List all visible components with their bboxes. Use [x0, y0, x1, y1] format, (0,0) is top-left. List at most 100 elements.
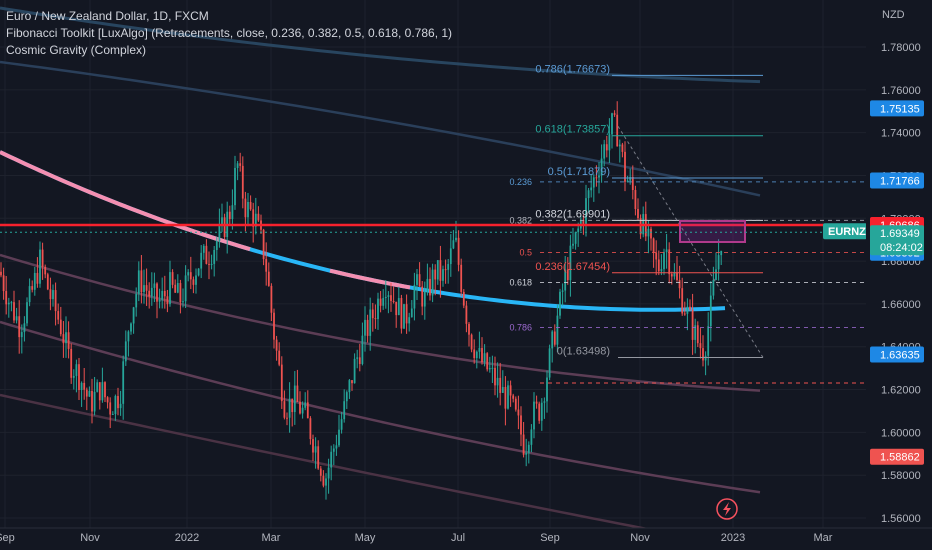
candle-body [611, 113, 613, 135]
cosmic-gravity-indicator-label[interactable]: Cosmic Gravity (Complex) [6, 43, 147, 57]
candle-body [275, 339, 278, 351]
candle-body [52, 290, 54, 300]
candle-body [423, 291, 426, 307]
candle-body [280, 364, 283, 402]
candle-body [111, 413, 114, 415]
fib-level-label: 0.5(1.71879) [548, 166, 610, 178]
candle-body [85, 389, 88, 397]
price-badge [870, 346, 924, 363]
candle-body [561, 290, 564, 292]
candle-body [395, 301, 398, 316]
candle-body [600, 158, 603, 176]
candle-body [605, 144, 608, 151]
candle-body [293, 385, 296, 413]
candle-body [161, 290, 164, 300]
candle-body [18, 316, 21, 338]
candle-body [249, 201, 252, 210]
fibonacci-levels: 0.786(1.76673) 0.618(1.73857) 0.5(1.71879)… [509, 63, 866, 384]
price-tick-label: 1.76000 [881, 85, 921, 97]
candle-body [527, 444, 530, 453]
price-axis[interactable]: NZD1.780001.760001.740001.720001.700001.… [866, 0, 932, 550]
candle-body [491, 367, 494, 369]
candle-body [143, 285, 145, 293]
candle-body [686, 306, 689, 314]
candle-body [439, 260, 442, 281]
candle-body [522, 434, 525, 455]
lightning-glyph [723, 502, 731, 516]
fib-level-label: 0(1.63498) [557, 345, 610, 357]
candle-body [624, 151, 626, 182]
candle-body [663, 252, 665, 270]
candle-body [634, 189, 637, 209]
candle-body [436, 260, 439, 280]
candle-body [496, 377, 499, 386]
candle-body [15, 316, 18, 321]
candle-body [665, 249, 668, 253]
candle-body [72, 375, 75, 378]
candle-body [78, 364, 80, 390]
candle-body [122, 361, 125, 404]
candle-body [265, 259, 268, 272]
candle-body [335, 445, 338, 449]
candle-body [681, 288, 684, 314]
fib-small-label: 0.618 [509, 278, 532, 288]
price-tick-label: 1.74000 [881, 128, 921, 140]
price-badge-label: 1.71766 [880, 175, 920, 187]
lightning-icon [716, 498, 738, 520]
candle-body [150, 287, 153, 297]
candle-body [215, 241, 218, 250]
cosmic-band-lower [0, 253, 761, 392]
cosmic-band-mid [0, 60, 761, 197]
candle-body [163, 290, 166, 297]
candle-body [465, 305, 468, 324]
candle-body [499, 377, 502, 393]
candle-body [306, 402, 309, 419]
candle-body [670, 274, 673, 277]
candle-body [304, 402, 307, 408]
candle-body [49, 289, 52, 300]
candle-body [551, 331, 554, 349]
candle-body [694, 325, 697, 340]
candle-body [488, 368, 491, 370]
candle-body [392, 301, 395, 303]
candle-body [291, 398, 294, 413]
time-axis[interactable]: Sep Nov 2022 Mar May Jul Sep Nov 2023 Mar [0, 527, 932, 550]
candle-body [559, 291, 561, 316]
current-price-label: 1.69349 [880, 228, 920, 240]
candle-body [2, 275, 5, 292]
candle-body [556, 315, 559, 345]
candle-body [351, 380, 353, 384]
candle-body [478, 347, 481, 352]
candle-body [205, 245, 208, 264]
fibonacci-indicator-label[interactable]: Fibonacci Toolkit [LuxAlgo] (Retracement… [6, 26, 453, 40]
candle-body [540, 402, 543, 421]
candle-body [153, 283, 156, 288]
candle-body [119, 403, 122, 409]
candle-body [626, 180, 629, 182]
candle-body [618, 144, 621, 147]
candle-body [678, 280, 681, 289]
time-tick-label: Sep [0, 532, 15, 544]
price-badge [870, 172, 924, 189]
candle-body [533, 401, 535, 430]
fib-level-label: 0.236(1.67454) [535, 261, 610, 273]
candle-body [397, 298, 400, 316]
candle-body [234, 167, 236, 206]
candle-body [613, 113, 616, 115]
price-badge-label: 1.63635 [880, 350, 920, 362]
candle-body [704, 355, 707, 361]
price-badge-label: 1.58862 [880, 452, 920, 464]
supply-zone-box [679, 220, 746, 243]
candle-body [75, 364, 78, 376]
candle-body [548, 348, 551, 378]
candle-body [197, 268, 200, 276]
symbol-title[interactable]: Euro / New Zealand Dollar, 1D, FXCM [6, 9, 209, 23]
time-axis-bg [0, 528, 932, 550]
countdown-label: 08:24:02 [880, 242, 923, 254]
candle-body [468, 323, 470, 335]
candle-body [356, 357, 359, 359]
candle-body [182, 301, 184, 303]
candle-body [371, 309, 374, 319]
candle-body [572, 243, 574, 246]
